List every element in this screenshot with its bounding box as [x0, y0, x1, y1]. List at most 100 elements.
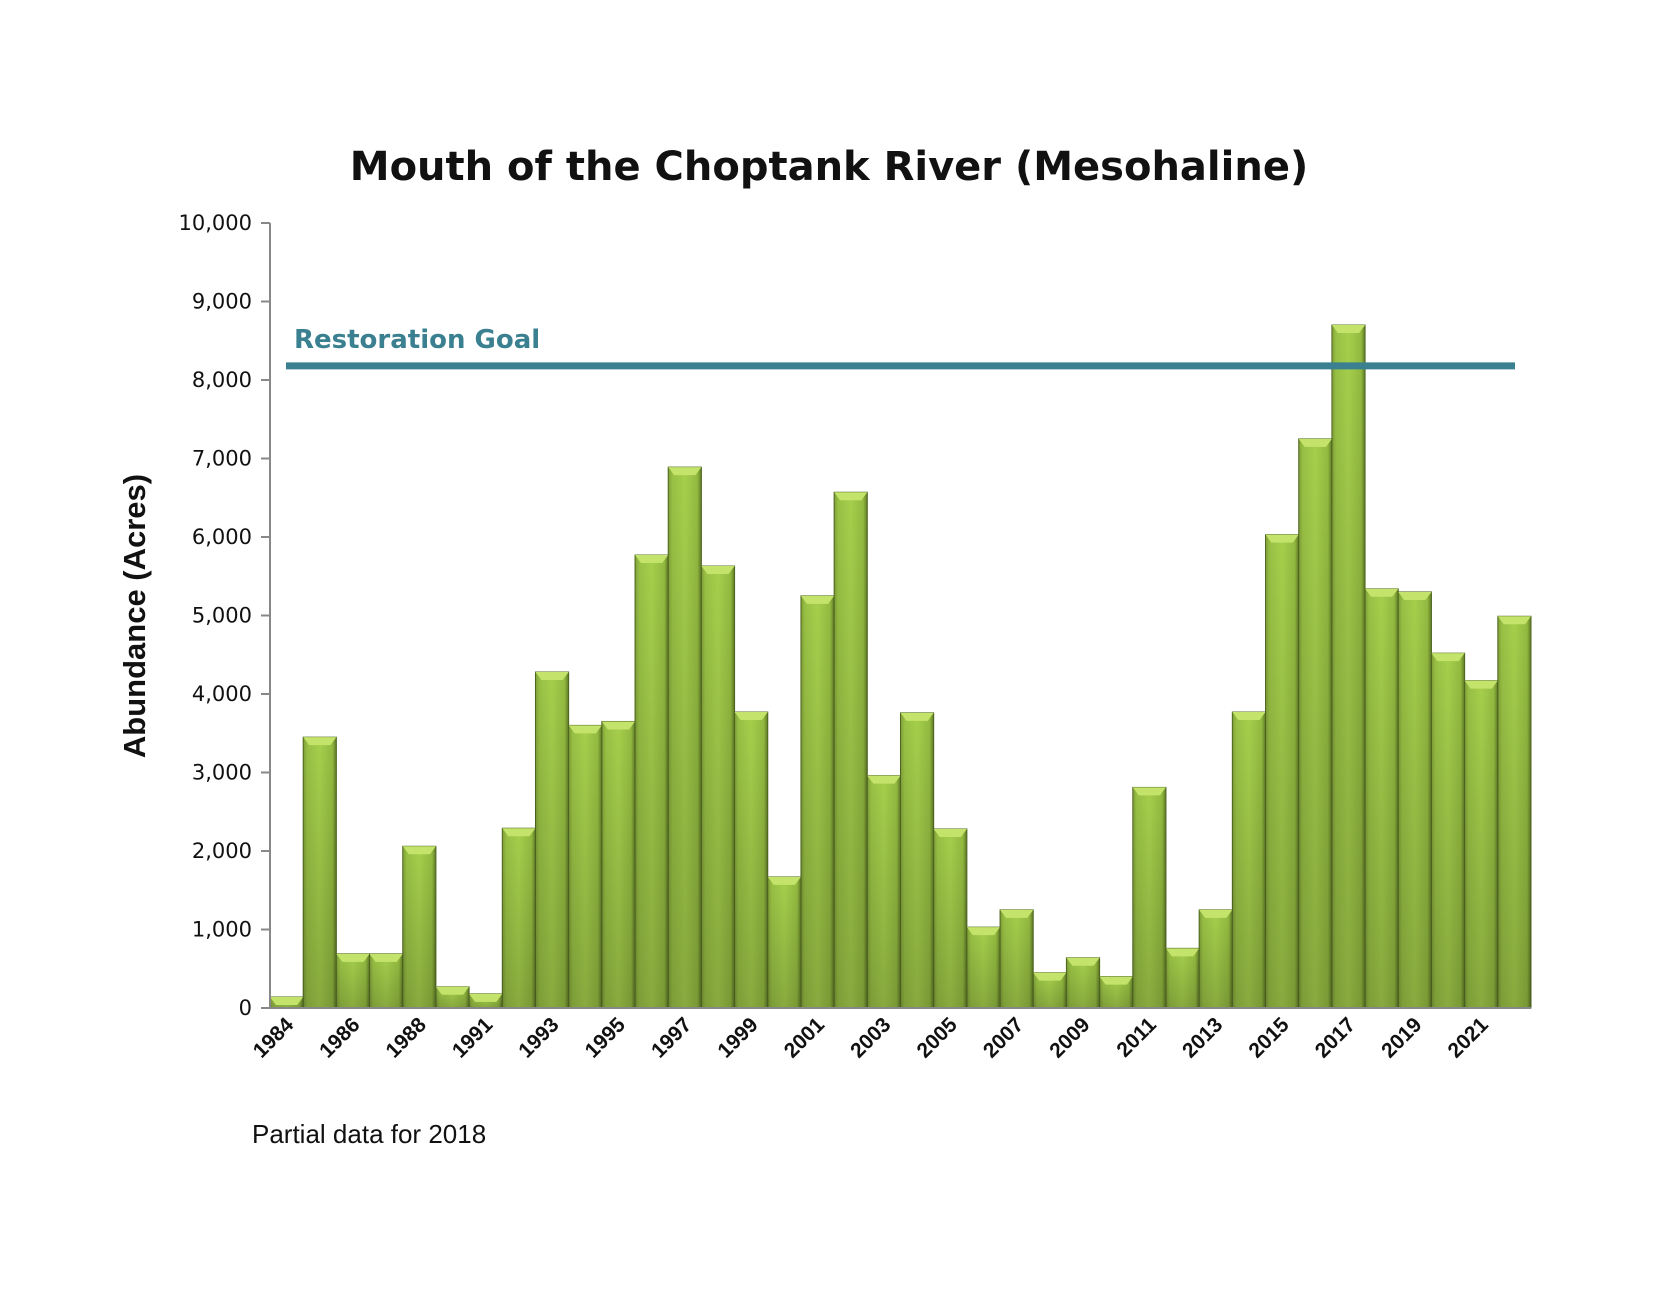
chart-title: Mouth of the Choptank River (Mesohaline) — [350, 144, 1308, 190]
bar-shade — [336, 953, 370, 1008]
bar-shade — [601, 721, 636, 1008]
bar-bevel — [767, 876, 801, 885]
bar-2010 — [1099, 976, 1134, 1009]
bar-2022 — [1497, 615, 1532, 1009]
bar-bevel — [668, 467, 702, 476]
bar-shade — [966, 927, 1001, 1008]
bar-shade — [867, 775, 901, 1008]
bar-bevel — [1298, 438, 1332, 447]
y-tick-label: 10,000 — [179, 211, 252, 235]
bar-bevel — [336, 953, 370, 962]
bar-shade — [668, 467, 702, 1008]
bar-shade — [701, 566, 735, 1008]
bar-1984 — [269, 996, 304, 1009]
y-tick-label: 7,000 — [192, 447, 252, 471]
bar-bevel — [933, 829, 967, 838]
bar-shade — [635, 555, 669, 1008]
x-tick-label: 1995 — [581, 1013, 631, 1063]
bar-1988 — [402, 845, 437, 1009]
bar-2011 — [1132, 786, 1167, 1009]
bar-2016 — [1298, 438, 1333, 1009]
x-tick-label: 2007 — [979, 1013, 1028, 1062]
bar-shade — [1464, 680, 1498, 1008]
bar-1986 — [335, 953, 371, 1009]
x-tick-label: 1984 — [249, 1013, 299, 1063]
bar-2015 — [1265, 534, 1300, 1009]
y-tick-label: 2,000 — [192, 839, 252, 863]
bar-2001 — [800, 595, 835, 1009]
bar-2021 — [1464, 680, 1499, 1009]
bar-shade — [1066, 957, 1100, 1008]
bar-1998 — [700, 565, 736, 1009]
bar-2009 — [1065, 957, 1101, 1009]
y-tick-label: 6,000 — [192, 525, 252, 549]
bar-2020 — [1430, 652, 1466, 1009]
y-tick-label: 5,000 — [192, 604, 252, 628]
x-tick-label: 2019 — [1377, 1013, 1426, 1062]
bar-2012 — [1165, 947, 1200, 1009]
y-axis-label: Abundance (Acres) — [117, 474, 152, 758]
bar-bevel — [1165, 948, 1200, 957]
bar-bevel — [535, 672, 569, 681]
bar-bevel — [1199, 909, 1233, 918]
bar-shade — [1232, 712, 1266, 1008]
bar-bevel — [1431, 653, 1465, 662]
bar-2018 — [1364, 588, 1399, 1009]
bar-shade — [369, 953, 403, 1008]
x-tick-label: 2015 — [1244, 1013, 1294, 1063]
bar-1987 — [369, 953, 404, 1009]
bar-bevel — [635, 555, 669, 564]
bar-shade — [900, 712, 934, 1008]
y-tick-label: 3,000 — [192, 761, 252, 785]
bar-bevel — [800, 595, 835, 604]
bar-2004 — [900, 712, 935, 1009]
bar-bevel — [303, 737, 337, 746]
y-tick-label: 4,000 — [192, 682, 252, 706]
bar-shade — [767, 876, 801, 1008]
bar-bevel — [1066, 957, 1100, 966]
x-tick-label: 2003 — [846, 1013, 895, 1062]
bar-bevel — [834, 492, 868, 501]
bar-bevel — [1033, 972, 1067, 981]
bar-1991 — [468, 993, 503, 1009]
bar-2006 — [966, 926, 1001, 1009]
bar-bevel — [1497, 616, 1531, 625]
bar-2017 — [1331, 324, 1366, 1009]
bar-bevel — [1132, 787, 1166, 796]
bar-1992 — [501, 827, 536, 1009]
bar-bevel — [701, 566, 735, 575]
bar-shade — [535, 672, 569, 1008]
x-tick-label: 1999 — [713, 1013, 762, 1062]
bar-shade — [568, 725, 602, 1008]
x-tick-label: 2009 — [1045, 1013, 1094, 1062]
bar-1999 — [734, 711, 769, 1009]
x-tick-label: 2005 — [913, 1013, 963, 1063]
bar-bevel — [867, 775, 901, 784]
bar-shade — [402, 846, 436, 1008]
bar-2003 — [866, 775, 902, 1009]
bar-shade — [1000, 909, 1034, 1008]
bar-bevel — [369, 953, 403, 962]
x-tick-label: 1986 — [315, 1013, 364, 1062]
bar-shade — [502, 828, 536, 1008]
bar-bevel — [966, 927, 1001, 936]
x-tick-label: 1991 — [448, 1013, 498, 1063]
bar-bevel — [601, 721, 636, 730]
partial-data-note: Partial data for 2018 — [252, 1119, 486, 1149]
bar-2008 — [1032, 972, 1067, 1009]
bar-1995 — [601, 720, 636, 1009]
bar-shade — [1132, 787, 1166, 1008]
bar-shade — [1497, 616, 1531, 1008]
bar-bevel — [1365, 588, 1399, 597]
bar-shade — [734, 712, 768, 1008]
y-tick-label: 0 — [239, 996, 252, 1020]
bar-1994 — [568, 724, 603, 1009]
bar-shade — [1398, 591, 1432, 1008]
bar-2014 — [1231, 711, 1267, 1009]
bar-2005 — [933, 828, 968, 1009]
y-tick-label: 9,000 — [192, 290, 252, 314]
bar-shade — [1365, 588, 1399, 1008]
bar-shade — [933, 829, 967, 1008]
x-tick-label: 1993 — [514, 1013, 563, 1062]
